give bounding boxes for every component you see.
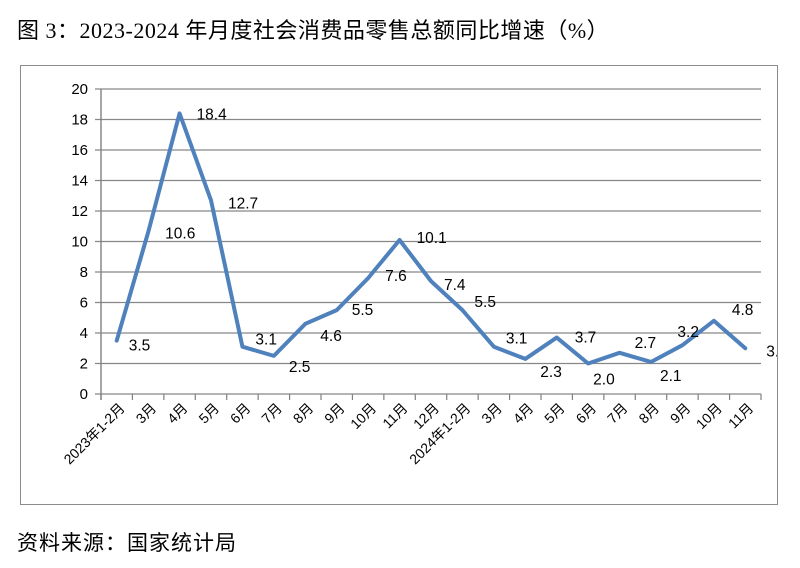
data-point-label: 7.4 [444, 277, 466, 294]
data-point-label: 2.3 [540, 364, 562, 381]
data-point-label: 2.5 [289, 359, 311, 376]
x-axis-tick-label: 11月 [725, 400, 756, 431]
data-point-label: 7.6 [385, 268, 407, 285]
x-axis-tick-label: 5月 [541, 400, 568, 427]
y-axis-tick-label: 12 [71, 203, 88, 220]
data-point-label: 3.2 [677, 324, 699, 341]
x-axis-tick-label: 6月 [227, 400, 254, 427]
data-point-label: 12.7 [228, 195, 258, 212]
y-axis-tick-label: 8 [80, 264, 88, 281]
figure-title: 图 3：2023-2024 年月度社会消费品零售总额同比增速（%） [17, 18, 610, 43]
data-point-label: 3.0 [766, 343, 777, 360]
data-point-label: 3.5 [129, 338, 151, 355]
x-axis-tick-label: 5月 [195, 400, 222, 427]
data-point-label: 4.8 [732, 302, 754, 319]
x-axis-tick-label: 9月 [667, 400, 694, 427]
x-axis-tick-label: 4月 [510, 400, 537, 427]
x-axis-tick-label: 3月 [133, 400, 160, 427]
y-axis-tick-label: 16 [71, 142, 88, 159]
data-point-label: 3.1 [255, 332, 277, 349]
y-axis-tick-label: 14 [71, 173, 88, 190]
data-point-label: 4.6 [320, 328, 342, 345]
x-axis-tick-label: 7月 [604, 400, 631, 427]
y-axis-tick-label: 0 [80, 386, 88, 403]
series-line [114, 111, 748, 366]
x-axis-tick-label: 6月 [573, 400, 600, 427]
data-point-label: 2.7 [635, 335, 657, 352]
data-point-label: 2.0 [593, 372, 615, 389]
data-point-label: 5.5 [474, 294, 496, 311]
y-axis-tick-label: 20 [71, 81, 88, 98]
x-axis-tick-label: 7月 [258, 400, 285, 427]
data-point-label: 10.1 [417, 230, 447, 247]
data-point-label: 10.6 [165, 225, 195, 242]
x-axis-tick-label: 11月 [379, 400, 410, 431]
x-axis-tick-label: 8月 [635, 400, 662, 427]
x-axis-tick-label: 3月 [478, 400, 505, 427]
source-note: 资料来源：国家统计局 [17, 531, 237, 555]
x-axis-tick-label: 2023年1-2月 [60, 400, 127, 467]
data-point-label: 18.4 [197, 106, 228, 123]
x-axis-tick-label: 10月 [347, 400, 379, 432]
y-axis-tick-label: 18 [71, 112, 88, 129]
data-point-label: 5.5 [352, 302, 374, 319]
x-axis-tick-label: 10月 [693, 400, 725, 432]
data-point-label: 3.7 [575, 330, 597, 347]
y-axis-tick-label: 2 [80, 356, 88, 373]
x-axis-tick-label: 4月 [164, 400, 191, 427]
y-axis-tick-label: 10 [71, 234, 88, 251]
x-axis-tick-label: 9月 [321, 400, 348, 427]
chart-frame: 0 2 4 6 8 10 12 14 16 18 20 2023年1-2月 3月 4月 5月 6月 7月 8月 9月… [20, 65, 778, 505]
y-axis-tick-label: 4 [80, 325, 88, 342]
data-point-label: 3.1 [506, 331, 528, 348]
x-axis-tick-label: 8月 [290, 400, 317, 427]
data-point-label: 2.1 [660, 368, 682, 385]
y-axis-tick-label: 6 [80, 295, 88, 312]
